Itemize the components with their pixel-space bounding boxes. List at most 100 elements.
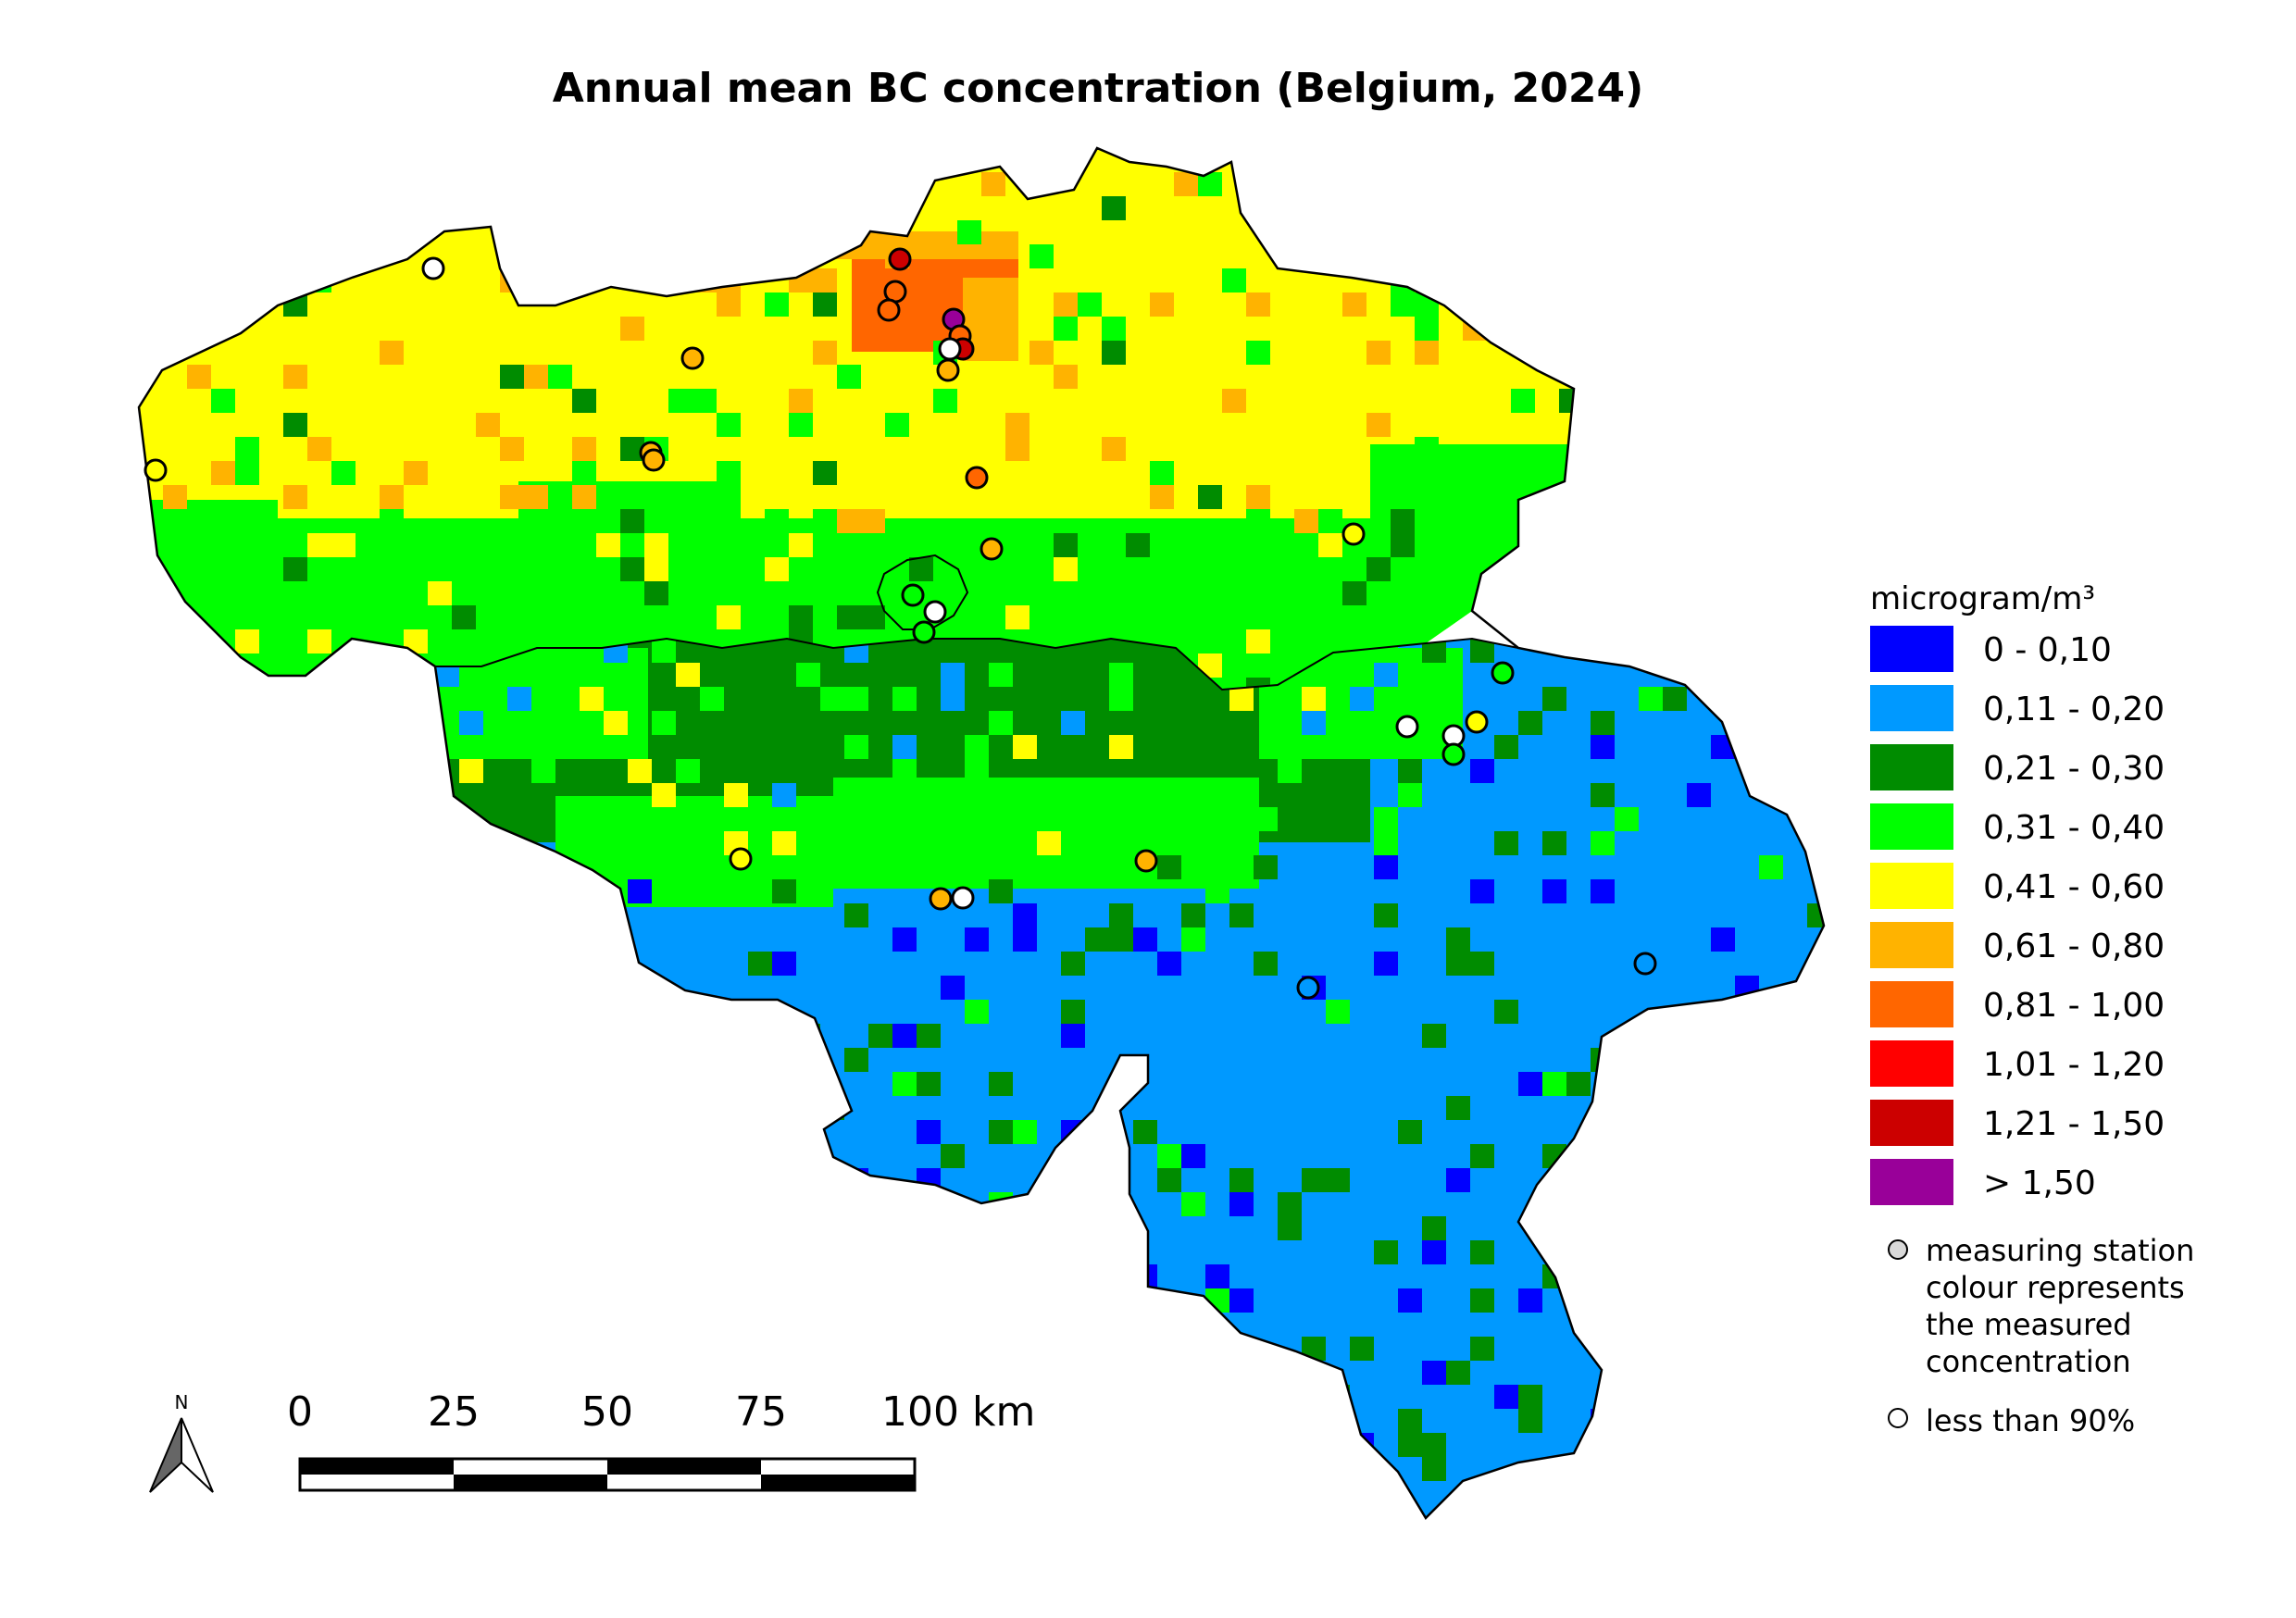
grid-cell: [1229, 1361, 1254, 1385]
grid-cell: [1735, 1048, 1759, 1072]
grid-cell: [717, 605, 741, 629]
grid-cell: [1054, 292, 1078, 317]
grid-cell: [1278, 1216, 1302, 1240]
grid-cell: [1487, 317, 1511, 341]
grid-cell: [604, 1361, 628, 1385]
grid-cell: [507, 1505, 531, 1518]
grid-cell: [1470, 1288, 1494, 1313]
grid-cell: [933, 389, 957, 413]
grid-cell: [1559, 389, 1574, 413]
concentration-map: [137, 146, 1855, 1521]
grid-cell: [724, 783, 748, 807]
legend-label-5: 0,61 - 0,80: [1983, 927, 2165, 965]
grid-cell: [700, 807, 724, 831]
grid-cell: [1013, 927, 1037, 952]
grid-cell: [1085, 1168, 1109, 1192]
grid-cell: [1061, 1120, 1085, 1144]
grid-cell: [459, 1024, 483, 1048]
grid-cell: [1518, 1409, 1542, 1433]
scale-seg-bottom-2: [761, 1475, 915, 1490]
legend-swatch-6: [1870, 981, 1953, 1027]
grid-cell: [1783, 1457, 1807, 1481]
legend-station-note-3: the measured: [1926, 1307, 2132, 1342]
grid-cell: [1013, 831, 1037, 855]
grid-cell: [531, 903, 555, 927]
grid-cell: [1109, 1313, 1133, 1337]
grid-cell: [500, 437, 524, 461]
grid-cell: [1446, 1361, 1470, 1385]
legend-swatch-4: [1870, 863, 1953, 909]
grid-cell: [1157, 1168, 1181, 1192]
grid-cell: [531, 759, 555, 783]
grid-cell: [459, 711, 483, 735]
grid-cell: [283, 365, 307, 389]
grid-cell: [331, 533, 356, 557]
grid-cell: [1615, 807, 1639, 831]
grid-cell: [1494, 1385, 1518, 1409]
legend-unit: microgram/m³: [1870, 580, 2095, 617]
grid-cell: [700, 1096, 724, 1120]
grid-cell: [1078, 292, 1102, 317]
grid-cell: [1054, 533, 1078, 557]
grid-cell: [1150, 292, 1174, 317]
grid-cell: [1783, 1505, 1807, 1518]
grid-cell: [1029, 244, 1054, 268]
grid-cell: [1639, 687, 1663, 711]
grid-cell: [789, 413, 813, 437]
grid-cell: [1326, 1385, 1350, 1409]
grid-cell: [724, 1433, 748, 1457]
grid-cell: [820, 1361, 844, 1385]
grid-cell: [989, 1072, 1013, 1096]
legend-label-4: 0,41 - 0,60: [1983, 868, 2165, 906]
grid-cell: [868, 1505, 892, 1518]
grid-cell: [163, 485, 187, 509]
station-marker: [929, 887, 953, 911]
grid-cell: [1566, 1192, 1591, 1216]
grid-cell: [1374, 807, 1398, 831]
grid-cell: [620, 557, 644, 581]
grid-cell: [235, 629, 259, 653]
grid-cell: [1807, 663, 1824, 687]
grid-cell: [1109, 1505, 1133, 1518]
map-title: Annual mean BC concentration (Belgium, 2…: [553, 65, 1644, 112]
scale-seg-top-2: [607, 1459, 761, 1475]
grid-cell: [796, 1024, 820, 1048]
station-marker: [1633, 952, 1657, 976]
grid-cell: [572, 461, 596, 485]
grid-cell: [1518, 1288, 1542, 1313]
legend-station-symbol: [1888, 1239, 1908, 1260]
legend-label-1: 0,11 - 0,20: [1983, 691, 2165, 728]
grid-cell: [572, 485, 596, 509]
grid-cell: [1542, 1505, 1566, 1518]
grid-cell: [1102, 437, 1126, 461]
grid-cell: [1029, 341, 1054, 365]
grid-cell: [1759, 1505, 1783, 1518]
grid-cell: [1391, 292, 1415, 317]
grid-cell: [1366, 341, 1391, 365]
grid-cell: [1470, 1144, 1494, 1168]
grid-cell: [524, 485, 548, 509]
grid-cell: [1157, 952, 1181, 976]
grid-cell: [1342, 581, 1366, 605]
grid-cell: [1061, 952, 1085, 976]
grid-cell: [596, 533, 620, 557]
grid-cell: [1174, 533, 1198, 557]
grid-cell: [1246, 485, 1270, 509]
grid-cell: [644, 581, 668, 605]
grid-cell: [1831, 1409, 1855, 1433]
grid-cell: [483, 976, 507, 1000]
grid-cell: [483, 1024, 507, 1048]
grid-cell: [1318, 533, 1342, 557]
grid-cell: [1783, 1433, 1807, 1457]
legend-label-9: > 1,50: [1983, 1164, 2096, 1202]
grid-cell: [1109, 663, 1133, 687]
grid-cell: [1294, 509, 1318, 533]
grid-cell: [507, 1433, 531, 1457]
grid-cell: [235, 461, 259, 485]
legend-station-note-1: measuring station: [1926, 1233, 2194, 1268]
grid-cell: [1398, 1433, 1422, 1457]
grid-cell: [307, 533, 331, 557]
grid-cell: [765, 557, 789, 581]
station-marker: [1296, 976, 1320, 1000]
legend-station-note-2: colour represents: [1926, 1270, 2185, 1305]
